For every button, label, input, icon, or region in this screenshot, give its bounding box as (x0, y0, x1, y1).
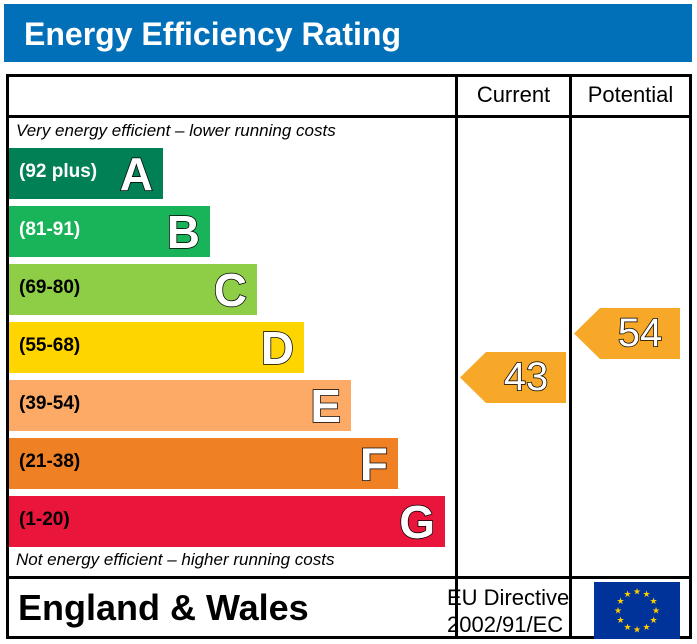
band-range-label: (55-68) (19, 335, 81, 356)
title-bar: Energy Efficiency Rating (4, 4, 692, 62)
band-range-label: (81-91) (19, 219, 81, 240)
band-d: (55-68) D (9, 322, 304, 374)
band-e: (39-54) E (9, 380, 351, 432)
current-rating-arrow: 43 (460, 352, 566, 403)
band-letter: A (119, 148, 154, 200)
column-divider-current (455, 74, 458, 636)
eu-star-icon: ★ (649, 615, 657, 625)
band-letter: D (260, 322, 295, 374)
note-not-efficient: Not energy efficient – higher running co… (16, 550, 335, 569)
eu-star-icon: ★ (633, 625, 641, 635)
footer-row-divider (6, 576, 692, 579)
eu-star-icon: ★ (623, 589, 631, 599)
eu-star-icon: ★ (642, 589, 650, 599)
potential-rating-arrow-shape (574, 308, 680, 359)
rating-frame (6, 74, 692, 639)
directive-label: EU Directive (447, 585, 570, 610)
band-range-label: (92 plus) (19, 161, 98, 182)
current-rating-arrow-value: 43 (503, 354, 549, 400)
potential-rating-arrow-value: 54 (617, 310, 663, 356)
band-range-label: (1-20) (19, 509, 70, 530)
band-range-label: (21-38) (19, 451, 81, 472)
column-header-current: Current (476, 82, 551, 107)
band-letter: E (310, 380, 342, 432)
eu-star-icon: ★ (642, 622, 650, 632)
potential-rating-arrow: 54 (574, 308, 680, 359)
eu-flag-icon: ★ ★ ★ ★ ★ ★ ★ ★ ★ ★ ★ ★ (594, 582, 680, 639)
eu-star-icon: ★ (623, 622, 631, 632)
region-label: England & Wales (18, 587, 309, 628)
chart-title: Energy Efficiency Rating (24, 16, 401, 52)
directive-number: 2002/91/EC (447, 612, 564, 637)
band-letter: C (213, 264, 248, 316)
note-very-efficient: Very energy efficient – lower running co… (16, 121, 336, 140)
band-letter: B (166, 206, 201, 258)
eu-star-icon: ★ (616, 596, 624, 606)
current-rating-arrow-shape (460, 352, 566, 403)
band-range-label: (69-80) (19, 277, 81, 298)
band-letter: F (359, 438, 389, 490)
eu-star-icon: ★ (649, 596, 657, 606)
band-g: (1-20) G (9, 496, 445, 548)
band-c: (69-80) C (9, 264, 257, 316)
header-row-divider (6, 115, 692, 118)
band-f: (21-38) F (9, 438, 398, 490)
eu-star-icon: ★ (614, 606, 622, 616)
eu-star-icon: ★ (616, 615, 624, 625)
column-divider-potential (569, 74, 572, 636)
eu-star-icon: ★ (633, 587, 641, 597)
band-b: (81-91) B (9, 206, 210, 258)
eu-star-icon: ★ (652, 606, 660, 616)
band-a: (92 plus) A (9, 148, 163, 200)
band-range-label: (39-54) (19, 393, 81, 414)
column-header-potential: Potential (587, 82, 674, 107)
band-letter: G (398, 496, 435, 548)
